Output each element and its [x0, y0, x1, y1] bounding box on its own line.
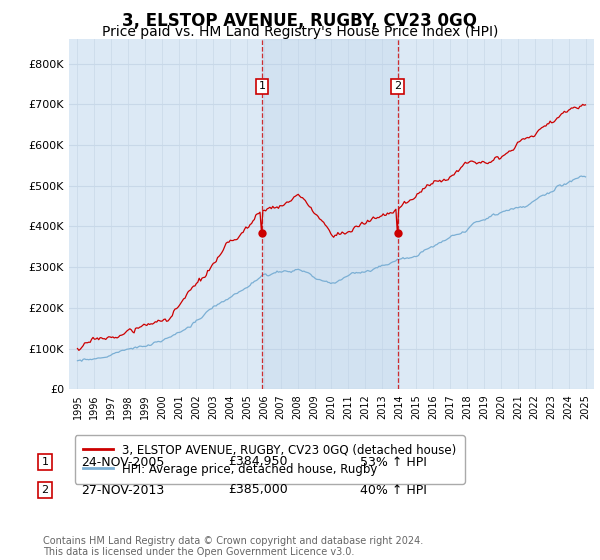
Text: 27-NOV-2013: 27-NOV-2013	[81, 483, 164, 497]
Text: £385,000: £385,000	[228, 483, 288, 497]
Text: 53% ↑ HPI: 53% ↑ HPI	[360, 455, 427, 469]
Bar	[262, 39, 398, 389]
Text: 3, ELSTOP AVENUE, RUGBY, CV23 0GQ: 3, ELSTOP AVENUE, RUGBY, CV23 0GQ	[122, 12, 478, 30]
Text: £384,950: £384,950	[228, 455, 287, 469]
Text: 1: 1	[41, 457, 49, 467]
Text: Price paid vs. HM Land Registry's House Price Index (HPI): Price paid vs. HM Land Registry's House …	[102, 25, 498, 39]
Text: 2: 2	[394, 81, 401, 91]
Text: 24-NOV-2005: 24-NOV-2005	[81, 455, 164, 469]
Text: 40% ↑ HPI: 40% ↑ HPI	[360, 483, 427, 497]
Legend: 3, ELSTOP AVENUE, RUGBY, CV23 0GQ (detached house), HPI: Average price, detached: 3, ELSTOP AVENUE, RUGBY, CV23 0GQ (detac…	[75, 435, 464, 484]
Text: 1: 1	[259, 81, 266, 91]
Text: Contains HM Land Registry data © Crown copyright and database right 2024.
This d: Contains HM Land Registry data © Crown c…	[43, 535, 424, 557]
Text: 2: 2	[41, 485, 49, 495]
